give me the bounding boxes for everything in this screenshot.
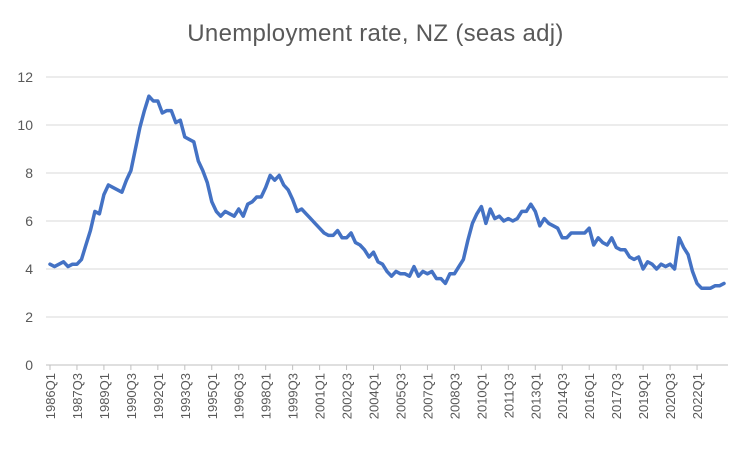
y-tick-label: 4: [25, 261, 33, 277]
x-tick-label: 1996Q3: [232, 373, 247, 419]
y-tick-label: 8: [25, 165, 33, 181]
x-tick-label: 1995Q1: [205, 373, 220, 419]
x-tick-label: 1992Q1: [151, 373, 166, 419]
x-tick-label: 2004Q1: [367, 373, 382, 419]
y-tick-label: 10: [17, 117, 33, 133]
series-line: [48, 94, 726, 290]
y-tick-label: 0: [25, 357, 33, 373]
x-tick-label: 2022Q1: [690, 373, 705, 419]
x-tick-label: 2020Q3: [663, 373, 678, 419]
x-tick-label: 2010Q1: [474, 373, 489, 419]
x-tick-label: 2001Q1: [313, 373, 328, 419]
x-tick-label: 2005Q3: [393, 373, 408, 419]
x-tick-label: 2014Q3: [555, 373, 570, 419]
chart-title: Unemployment rate, NZ (seas adj): [187, 20, 564, 47]
x-tick-label: 1986Q1: [43, 373, 58, 419]
x-tick-label: 1987Q3: [70, 373, 85, 419]
x-tick-label: 1999Q3: [286, 373, 301, 419]
x-tick-label: 2019Q1: [636, 373, 651, 419]
y-tick-label: 6: [25, 213, 33, 229]
y-tick-label: 2: [25, 309, 33, 325]
x-tick-label: 2017Q3: [609, 373, 624, 419]
x-tick-label: 2002Q3: [340, 373, 355, 419]
x-tick-label: 1990Q3: [124, 373, 139, 419]
x-tick-label: 2007Q1: [420, 373, 435, 419]
x-tick-label: 2008Q3: [447, 373, 462, 419]
x-tick-label: 1993Q3: [178, 373, 193, 419]
x-tick-label: 1998Q1: [259, 373, 274, 419]
x-tick-label: 2016Q1: [582, 373, 597, 419]
y-tick-label: 12: [17, 69, 33, 85]
x-tick-label: 2011Q3: [501, 373, 516, 418]
x-tick-label: 1989Q1: [97, 373, 112, 419]
x-tick-label: 2013Q1: [528, 373, 543, 419]
